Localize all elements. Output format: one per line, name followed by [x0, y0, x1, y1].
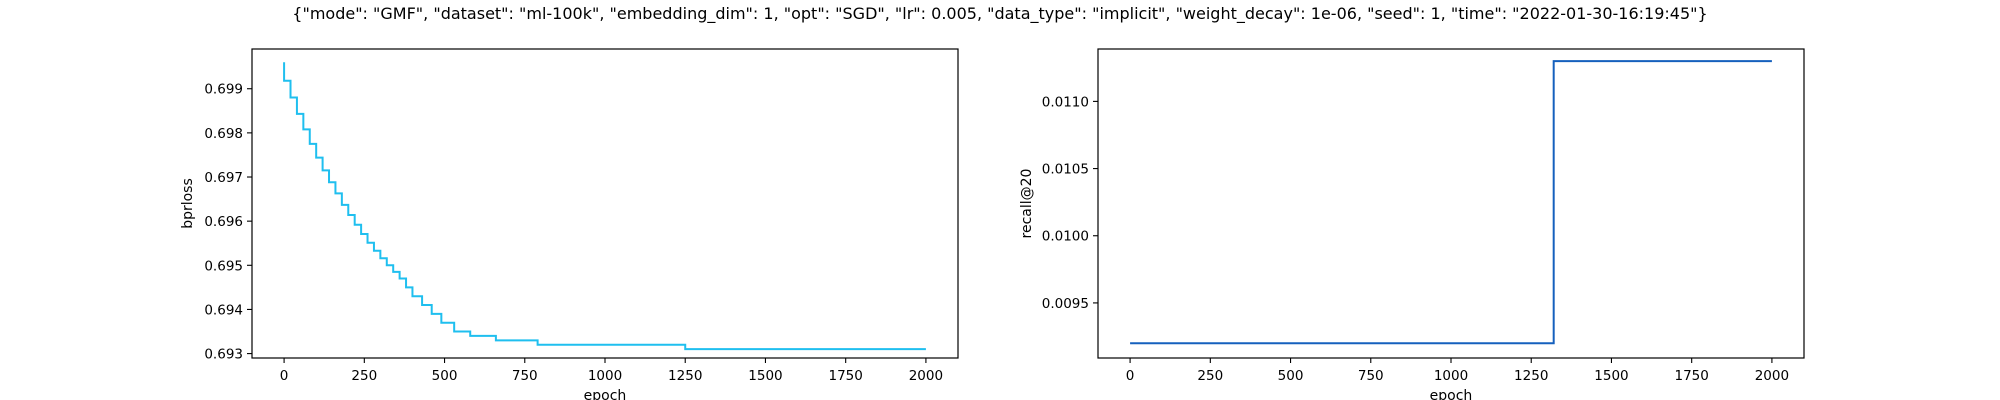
chart-panel-2: 0 250 500 750 1000 1250 1500 1750 2000 0.0095 0.01… [1019, 48, 1805, 400]
x-tick-label: 750 [1358, 368, 1384, 384]
y-tick-label: 0.0095 [1042, 296, 1089, 312]
x-tick-label: 250 [351, 368, 377, 384]
y-tick-label: 0.698 [204, 126, 243, 142]
x-tick-label: 0 [280, 368, 289, 384]
y-axis-label: recall@20 [1019, 169, 1035, 239]
x-tick-label: 1750 [1675, 368, 1709, 384]
x-tick-label: 250 [1197, 368, 1223, 384]
chart-panel-1: 0 250 500 750 1000 1250 1500 1750 2000 0.693 0.694… [180, 48, 959, 400]
x-tick-label: 0 [1126, 368, 1135, 384]
y-tick-label: 0.0110 [1042, 94, 1089, 110]
figure-title: {"mode": "GMF", "dataset": "ml-100k", "e… [292, 4, 1708, 23]
x-tick-label: 2000 [909, 368, 943, 384]
x-tick-label: 2000 [1755, 368, 1789, 384]
y-tick-label: 0.694 [204, 302, 243, 318]
axes-frame [1097, 48, 1805, 359]
series-line-2-1 [1130, 60, 1772, 345]
x-tick-label: 1000 [588, 368, 622, 384]
series-line-1-1 [283, 62, 926, 351]
x-axis-label: epoch [1430, 388, 1473, 400]
axes-frame [251, 48, 959, 359]
x-tick-label: 1500 [748, 368, 782, 384]
x-tick-label: 1750 [829, 368, 863, 384]
y-tick-label: 0.699 [204, 82, 243, 98]
x-tick-label: 1500 [1594, 368, 1628, 384]
y-tick-label: 0.0105 [1042, 162, 1089, 178]
y-tick-label: 0.0100 [1042, 229, 1089, 245]
x-axis-label: epoch [584, 388, 627, 400]
x-tick-label: 1250 [668, 368, 702, 384]
y-tick-label: 0.695 [204, 258, 243, 274]
x-tick-label: 1250 [1514, 368, 1548, 384]
y-tick-label: 0.693 [204, 347, 243, 363]
x-tick-label: 750 [512, 368, 538, 384]
y-tick-label: 0.696 [204, 214, 243, 230]
y-tick-label: 0.697 [204, 170, 243, 186]
y-axis-label: bprloss [180, 178, 196, 229]
x-tick-label: 500 [432, 368, 458, 384]
x-tick-label: 500 [1278, 368, 1304, 384]
x-tick-label: 1000 [1434, 368, 1468, 384]
